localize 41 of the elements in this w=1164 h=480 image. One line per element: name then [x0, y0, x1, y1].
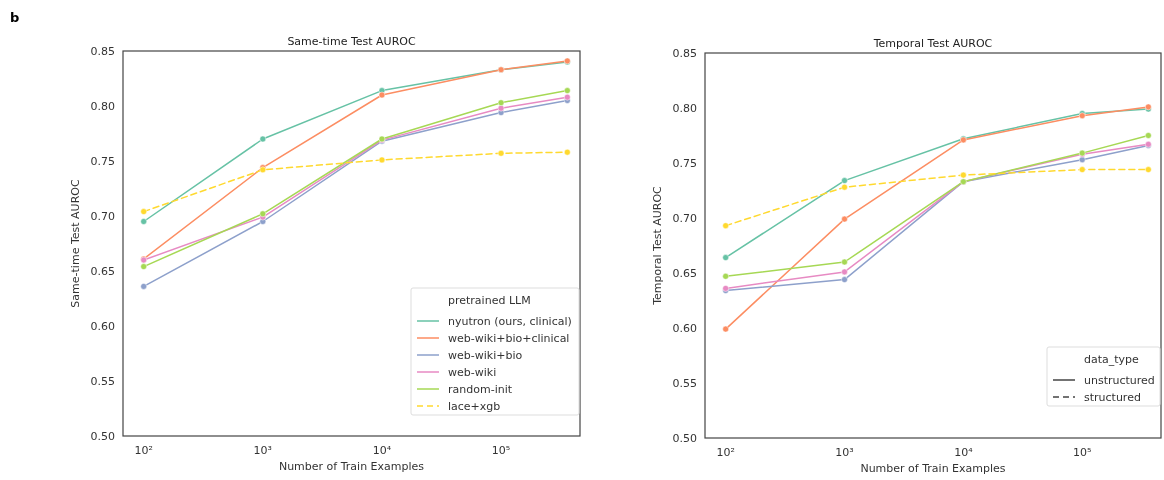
y-axis-title: Same-time Test AUROC — [69, 179, 82, 308]
y-tick-label: 0.55 — [90, 375, 115, 388]
legend-label: web-wiki — [448, 366, 497, 379]
y-tick-label: 0.50 — [672, 432, 697, 445]
x-tick-label: 10² — [716, 446, 735, 459]
legend-title: pretrained LLM — [448, 294, 531, 307]
text: b — [10, 10, 20, 25]
y-tick-label: 0.65 — [90, 265, 115, 278]
x-axis-title: Number of Train Examples — [860, 462, 1006, 475]
y-tick-label: 0.85 — [90, 45, 115, 58]
y-tick-label: 0.70 — [90, 210, 115, 223]
y-axis-title: Temporal Test AUROC — [651, 185, 664, 306]
annotation: unstructured — [1084, 374, 1155, 387]
x-tick-label: 10⁵ — [1073, 446, 1092, 459]
y-tick-label: 0.80 — [672, 102, 697, 115]
chart-title: Temporal Test AUROC — [872, 37, 993, 50]
y-tick-label: 0.50 — [90, 430, 115, 443]
legend-label: random-init — [448, 383, 513, 396]
annotation: structured — [1084, 391, 1141, 404]
chart-title: Same-time Test AUROC — [287, 35, 416, 48]
legend-label: web-wiki+bio+clinical — [448, 332, 570, 345]
y-tick-label: 0.75 — [672, 157, 697, 170]
legend-label: web-wiki+bio — [448, 349, 523, 362]
x-tick-label: 10⁵ — [491, 444, 511, 457]
x-tick-label: 10⁴ — [954, 446, 974, 459]
legend-title: data_type — [1084, 353, 1140, 366]
y-tick-label: 0.85 — [672, 47, 697, 60]
y-tick-label: 0.60 — [672, 322, 697, 335]
y-tick-label: 0.75 — [90, 155, 115, 168]
x-tick-label: 10³ — [253, 444, 273, 457]
x-tick-label: 10⁴ — [372, 444, 392, 457]
x-tick-label: 10³ — [835, 446, 854, 459]
y-tick-label: 0.55 — [672, 377, 697, 390]
x-axis-title: Number of Train Examples — [278, 460, 425, 473]
y-tick-label: 0.80 — [90, 100, 115, 113]
y-tick-label: 0.65 — [672, 267, 697, 280]
x-tick-label: 10² — [134, 444, 153, 457]
y-tick-label: 0.70 — [672, 212, 697, 225]
legend-label: nyutron (ours, clinical) — [448, 315, 572, 328]
y-tick-label: 0.60 — [90, 320, 115, 333]
legend-label: lace+xgb — [448, 400, 501, 413]
